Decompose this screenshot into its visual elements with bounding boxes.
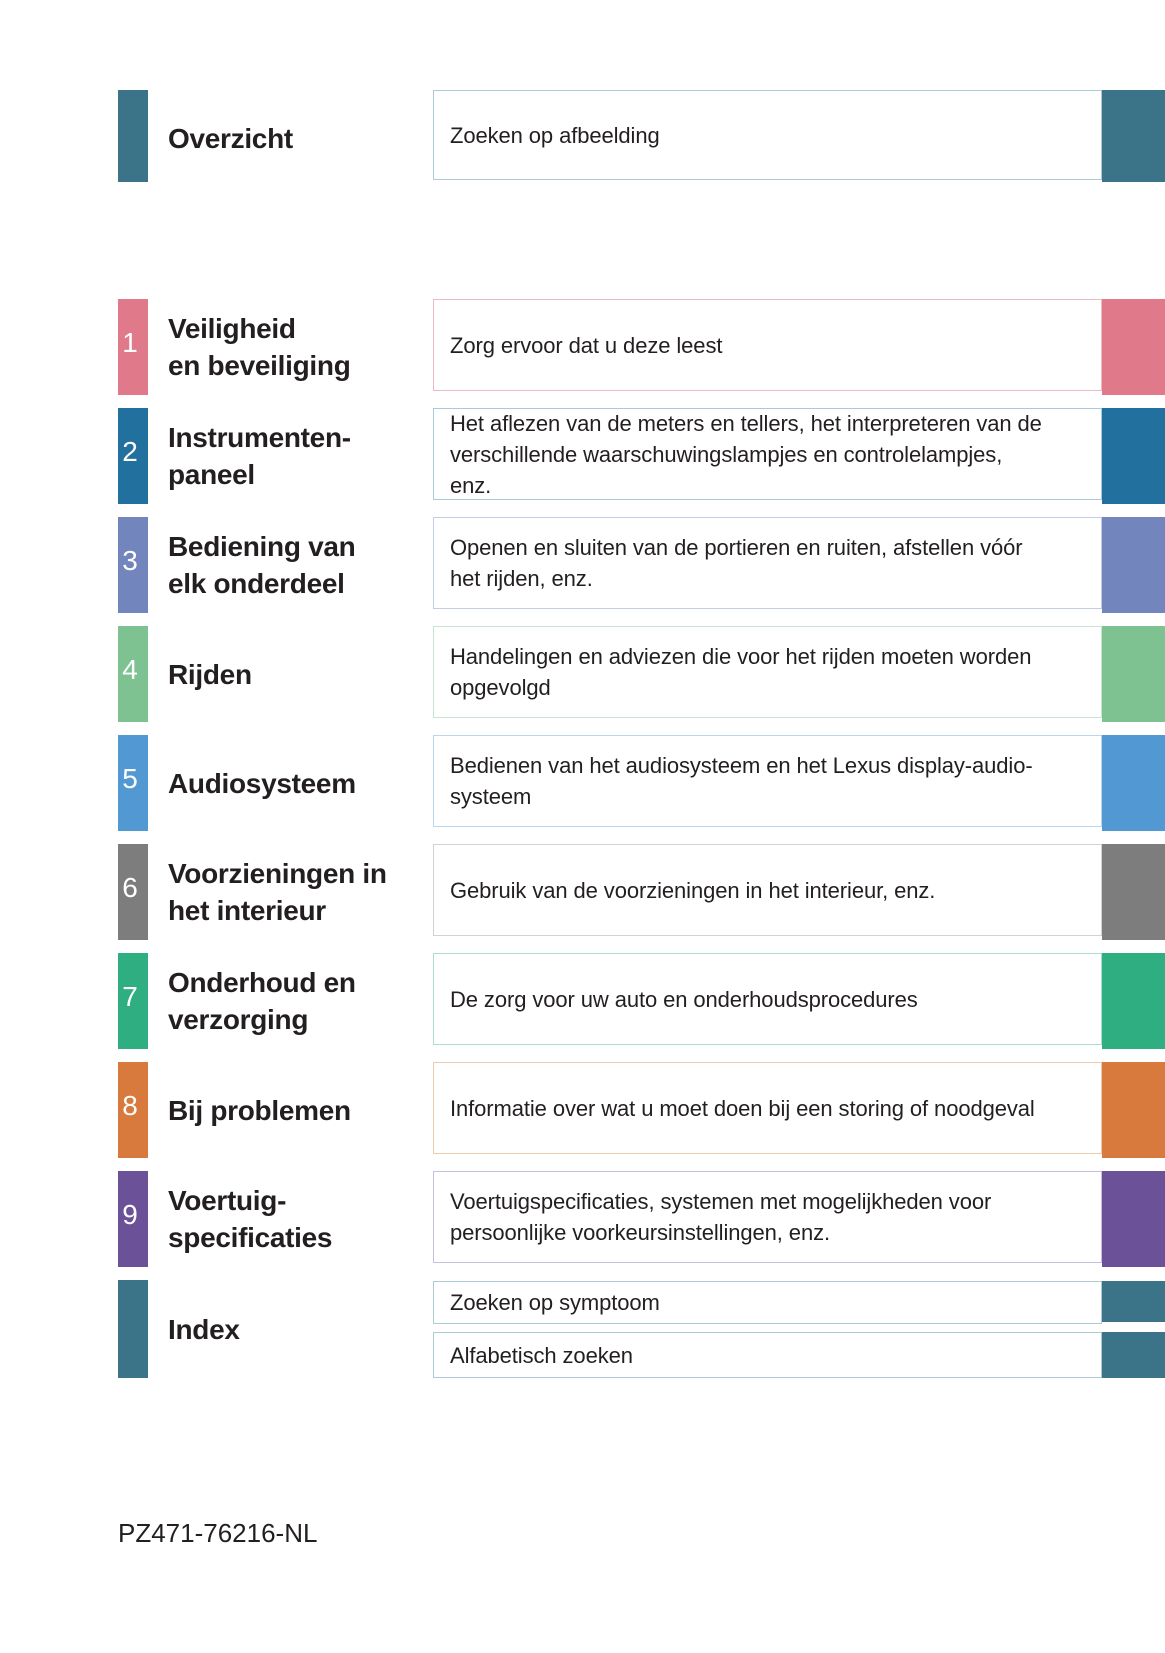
section-side-block xyxy=(1102,408,1165,504)
overview-description: Zoeken op afbeelding xyxy=(450,122,660,148)
section-number: 4 xyxy=(122,654,138,685)
section-side-block xyxy=(1102,517,1165,613)
overview-side-block xyxy=(1102,90,1165,182)
section-row-8: 8 Bij problemen Informatie over wat u mo… xyxy=(0,1062,1165,1158)
section-description: Openen en sluiten van de portieren en ru… xyxy=(450,535,1023,591)
index-side-block xyxy=(1102,1332,1165,1378)
section-number: 2 xyxy=(122,436,138,467)
section-number: 7 xyxy=(122,981,138,1012)
section-number-block: 2 xyxy=(118,408,148,504)
section-row-1: 1 Veiligheid en beveiliging Zorg ervoor … xyxy=(0,299,1165,395)
section-number-block: 3 xyxy=(118,517,148,613)
section-number-block: 9 xyxy=(118,1171,148,1267)
section-title: Voertuig- specificaties xyxy=(168,1185,333,1253)
section-description-box: Zorg ervoor dat u deze leest xyxy=(433,299,1102,391)
section-side-block xyxy=(1102,953,1165,1049)
section-description: Voertuigspecificaties, systemen met moge… xyxy=(450,1189,992,1245)
section-side-block xyxy=(1102,1171,1165,1267)
section-side-block xyxy=(1102,299,1165,395)
overview-row: Overzicht Zoeken op afbeelding xyxy=(0,90,1165,186)
section-number-block: 5 xyxy=(118,735,148,831)
section-row-5: 5 Audiosysteem Bedienen van het audiosys… xyxy=(0,735,1165,831)
index-side-block xyxy=(1102,1281,1165,1322)
section-description: Gebruik van de voorzieningen in het inte… xyxy=(450,877,936,903)
section-number-block: 4 xyxy=(118,626,148,722)
section-number: 3 xyxy=(122,545,138,576)
section-row-7: 7 Onderhoud en verzorging De zorg voor u… xyxy=(0,953,1165,1049)
section-number: 8 xyxy=(122,1090,138,1121)
section-number: 6 xyxy=(122,872,138,903)
section-side-block xyxy=(1102,844,1165,940)
section-description-box: Gebruik van de voorzieningen in het inte… xyxy=(433,844,1102,936)
index-title: Index xyxy=(168,1313,240,1345)
section-number-block: 7 xyxy=(118,953,148,1049)
section-title: Bediening van elk onderdeel xyxy=(168,531,356,599)
index-item-box: Alfabetisch zoeken xyxy=(433,1332,1102,1378)
section-description: De zorg voor uw auto en onderhoudsproced… xyxy=(450,986,918,1012)
section-description-box: De zorg voor uw auto en onderhoudsproced… xyxy=(433,953,1102,1045)
section-row-3: 3 Bediening van elk onderdeel Openen en … xyxy=(0,517,1165,613)
overview-title: Overzicht xyxy=(168,122,293,154)
section-number-block: 1 xyxy=(118,299,148,395)
section-description-box: Informatie over wat u moet doen bij een … xyxy=(433,1062,1102,1154)
section-row-9: 9 Voertuig- specificaties Voertuigspecif… xyxy=(0,1171,1165,1267)
publication-code: PZ471-76216-NL xyxy=(118,1518,318,1548)
section-title: Onderhoud en verzorging xyxy=(168,967,356,1035)
section-description: Bedienen van het audiosysteem en het Lex… xyxy=(450,753,1033,809)
section-description: Het aflezen van de meters en tellers, he… xyxy=(450,410,1042,498)
section-number: 9 xyxy=(122,1199,138,1230)
index-row: Index Zoeken op symptoom Alfabetisch zoe… xyxy=(0,1280,1165,1380)
section-title: Rijden xyxy=(168,658,252,690)
index-item-box: Zoeken op symptoom xyxy=(433,1281,1102,1324)
section-description-box: Voertuigspecificaties, systemen met moge… xyxy=(433,1171,1102,1263)
index-item-label: Zoeken op symptoom xyxy=(450,1290,660,1315)
section-row-2: 2 Instrumenten- paneel Het aflezen van d… xyxy=(0,408,1165,504)
index-color-block xyxy=(118,1280,148,1378)
overview-description-box: Zoeken op afbeelding xyxy=(433,90,1102,180)
section-number: 1 xyxy=(122,327,138,358)
section-description: Handelingen en adviezen die voor het rij… xyxy=(450,644,1032,700)
section-number-block: 8 xyxy=(118,1062,148,1158)
section-description-box: Handelingen en adviezen die voor het rij… xyxy=(433,626,1102,718)
section-title: Bij problemen xyxy=(168,1094,351,1126)
section-description-box: Bedienen van het audiosysteem en het Lex… xyxy=(433,735,1102,827)
section-row-4: 4 Rijden Handelingen en adviezen die voo… xyxy=(0,626,1165,722)
index-item-label: Alfabetisch zoeken xyxy=(450,1342,633,1368)
section-description: Informatie over wat u moet doen bij een … xyxy=(450,1095,1035,1121)
section-title: Veiligheid en beveiliging xyxy=(168,313,351,381)
section-side-block xyxy=(1102,735,1165,831)
section-side-block xyxy=(1102,1062,1165,1158)
section-description-box: Het aflezen van de meters en tellers, he… xyxy=(433,408,1102,500)
section-description-box: Openen en sluiten van de portieren en ru… xyxy=(433,517,1102,609)
section-description: Zorg ervoor dat u deze leest xyxy=(450,332,723,358)
section-title: Instrumenten- paneel xyxy=(168,422,351,490)
section-title: Audiosysteem xyxy=(168,767,356,799)
section-number: 5 xyxy=(122,763,138,794)
overview-color-block xyxy=(118,90,148,182)
section-number-block: 6 xyxy=(118,844,148,940)
section-row-6: 6 Voorzieningen in het interieur Gebruik… xyxy=(0,844,1165,940)
section-side-block xyxy=(1102,626,1165,722)
section-title: Voorzieningen in het interieur xyxy=(168,858,387,926)
